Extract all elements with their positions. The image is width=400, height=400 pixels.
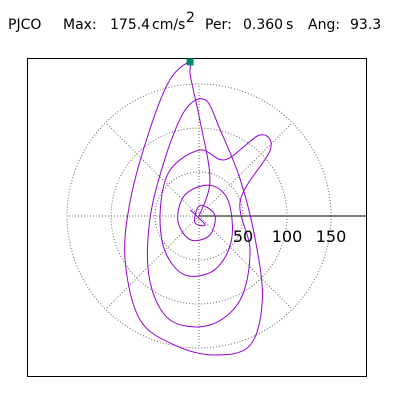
radial-grid-line: [198, 122, 293, 217]
angle-value: 93.3: [350, 17, 381, 33]
plot-frame: [27, 58, 367, 377]
r-tick-label: 100: [272, 227, 303, 246]
max-unit-power: 2: [186, 10, 195, 26]
max-value: 175.4: [110, 17, 150, 33]
grid-circle: [154, 171, 244, 261]
radial-grid-line: [198, 215, 293, 310]
motion-trace: [124, 61, 272, 356]
angle-label: Ang:: [308, 17, 340, 33]
period-unit: s: [286, 17, 293, 33]
r-tick-label: 50: [233, 227, 253, 246]
max-unit: cm/s: [152, 17, 185, 33]
grid-circle: [66, 83, 332, 349]
radial-grid-line: [105, 215, 200, 310]
header: PJCO Max: 175.4 cm/s 2 Per: 0.360 s Ang:…: [8, 10, 381, 33]
period-value: 0.360: [243, 17, 283, 33]
max-label: Max:: [63, 17, 97, 33]
grid-circle: [110, 127, 288, 305]
r-tick-label: 150: [316, 227, 347, 246]
radial-grid-line: [105, 122, 200, 217]
station: PJCO: [8, 17, 41, 33]
period-label: Per:: [205, 17, 232, 33]
max-marker: [186, 58, 194, 66]
